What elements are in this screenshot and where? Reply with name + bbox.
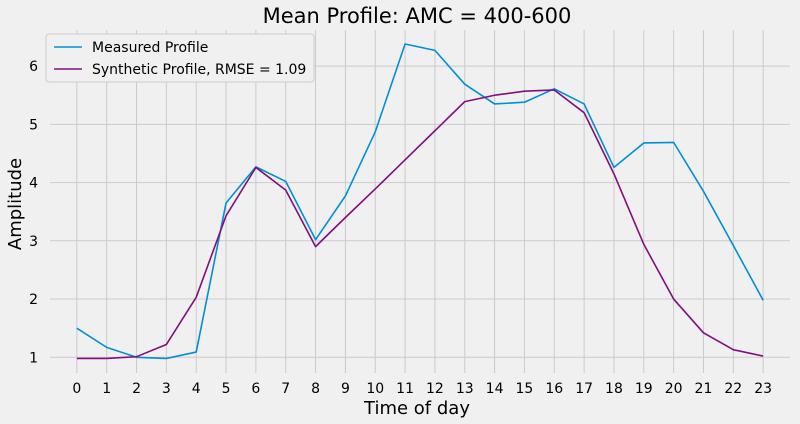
x-tick-label: 6	[251, 381, 260, 397]
chart-title: Mean Profile: AMC = 400-600	[263, 4, 572, 28]
y-tick-label: 6	[29, 59, 38, 75]
x-tick-label: 14	[486, 381, 504, 397]
series-lines	[76, 43, 764, 360]
x-tick-label: 5	[222, 381, 231, 397]
x-tick-label: 8	[311, 381, 320, 397]
legend-label-synthetic: Synthetic Profile, RMSE = 1.09	[92, 62, 306, 78]
y-axis-label: Amplitude	[5, 158, 26, 250]
y-tick-label: 3	[29, 234, 38, 250]
legend-box	[45, 33, 315, 83]
x-tick-label: 4	[192, 381, 201, 397]
x-tick-label: 9	[341, 381, 350, 397]
x-tick-label: 10	[366, 381, 384, 397]
x-axis-label: Time of day	[363, 398, 470, 419]
x-tick-label: 22	[724, 381, 742, 397]
x-tick-label: 18	[605, 381, 623, 397]
x-tick-label: 16	[545, 381, 563, 397]
x-tick-label: 19	[635, 381, 653, 397]
series-line-synthetic	[76, 89, 764, 360]
x-tick-label: 21	[695, 381, 713, 397]
x-tick-label: 13	[456, 381, 474, 397]
series-line-measured	[76, 43, 764, 360]
y-tick-label: 1	[29, 350, 38, 366]
x-tick-label: 7	[281, 381, 290, 397]
legend: Measured Profile Synthetic Profile, RMSE…	[45, 33, 315, 83]
y-tick-label: 4	[29, 176, 38, 192]
grid	[50, 30, 790, 373]
x-tick-label: 1	[102, 381, 111, 397]
x-tick-label: 11	[396, 381, 414, 397]
legend-label-measured: Measured Profile	[92, 40, 208, 56]
x-tick-label: 23	[754, 381, 772, 397]
tick-labels: 0 1 2 3 4 5 6 7 8 9 10 11 12 13 14 15 16 17 18 19 20 21 22 2312…	[29, 59, 772, 397]
x-tick-label: 15	[516, 381, 534, 397]
x-tick-label: 2	[132, 381, 141, 397]
x-tick-label: 3	[162, 381, 171, 397]
x-tick-label: 12	[426, 381, 444, 397]
x-tick-label: 20	[665, 381, 683, 397]
y-tick-label: 2	[29, 292, 38, 308]
x-tick-label: 17	[575, 381, 593, 397]
x-tick-label: 0	[72, 381, 81, 397]
y-tick-label: 5	[29, 117, 38, 133]
